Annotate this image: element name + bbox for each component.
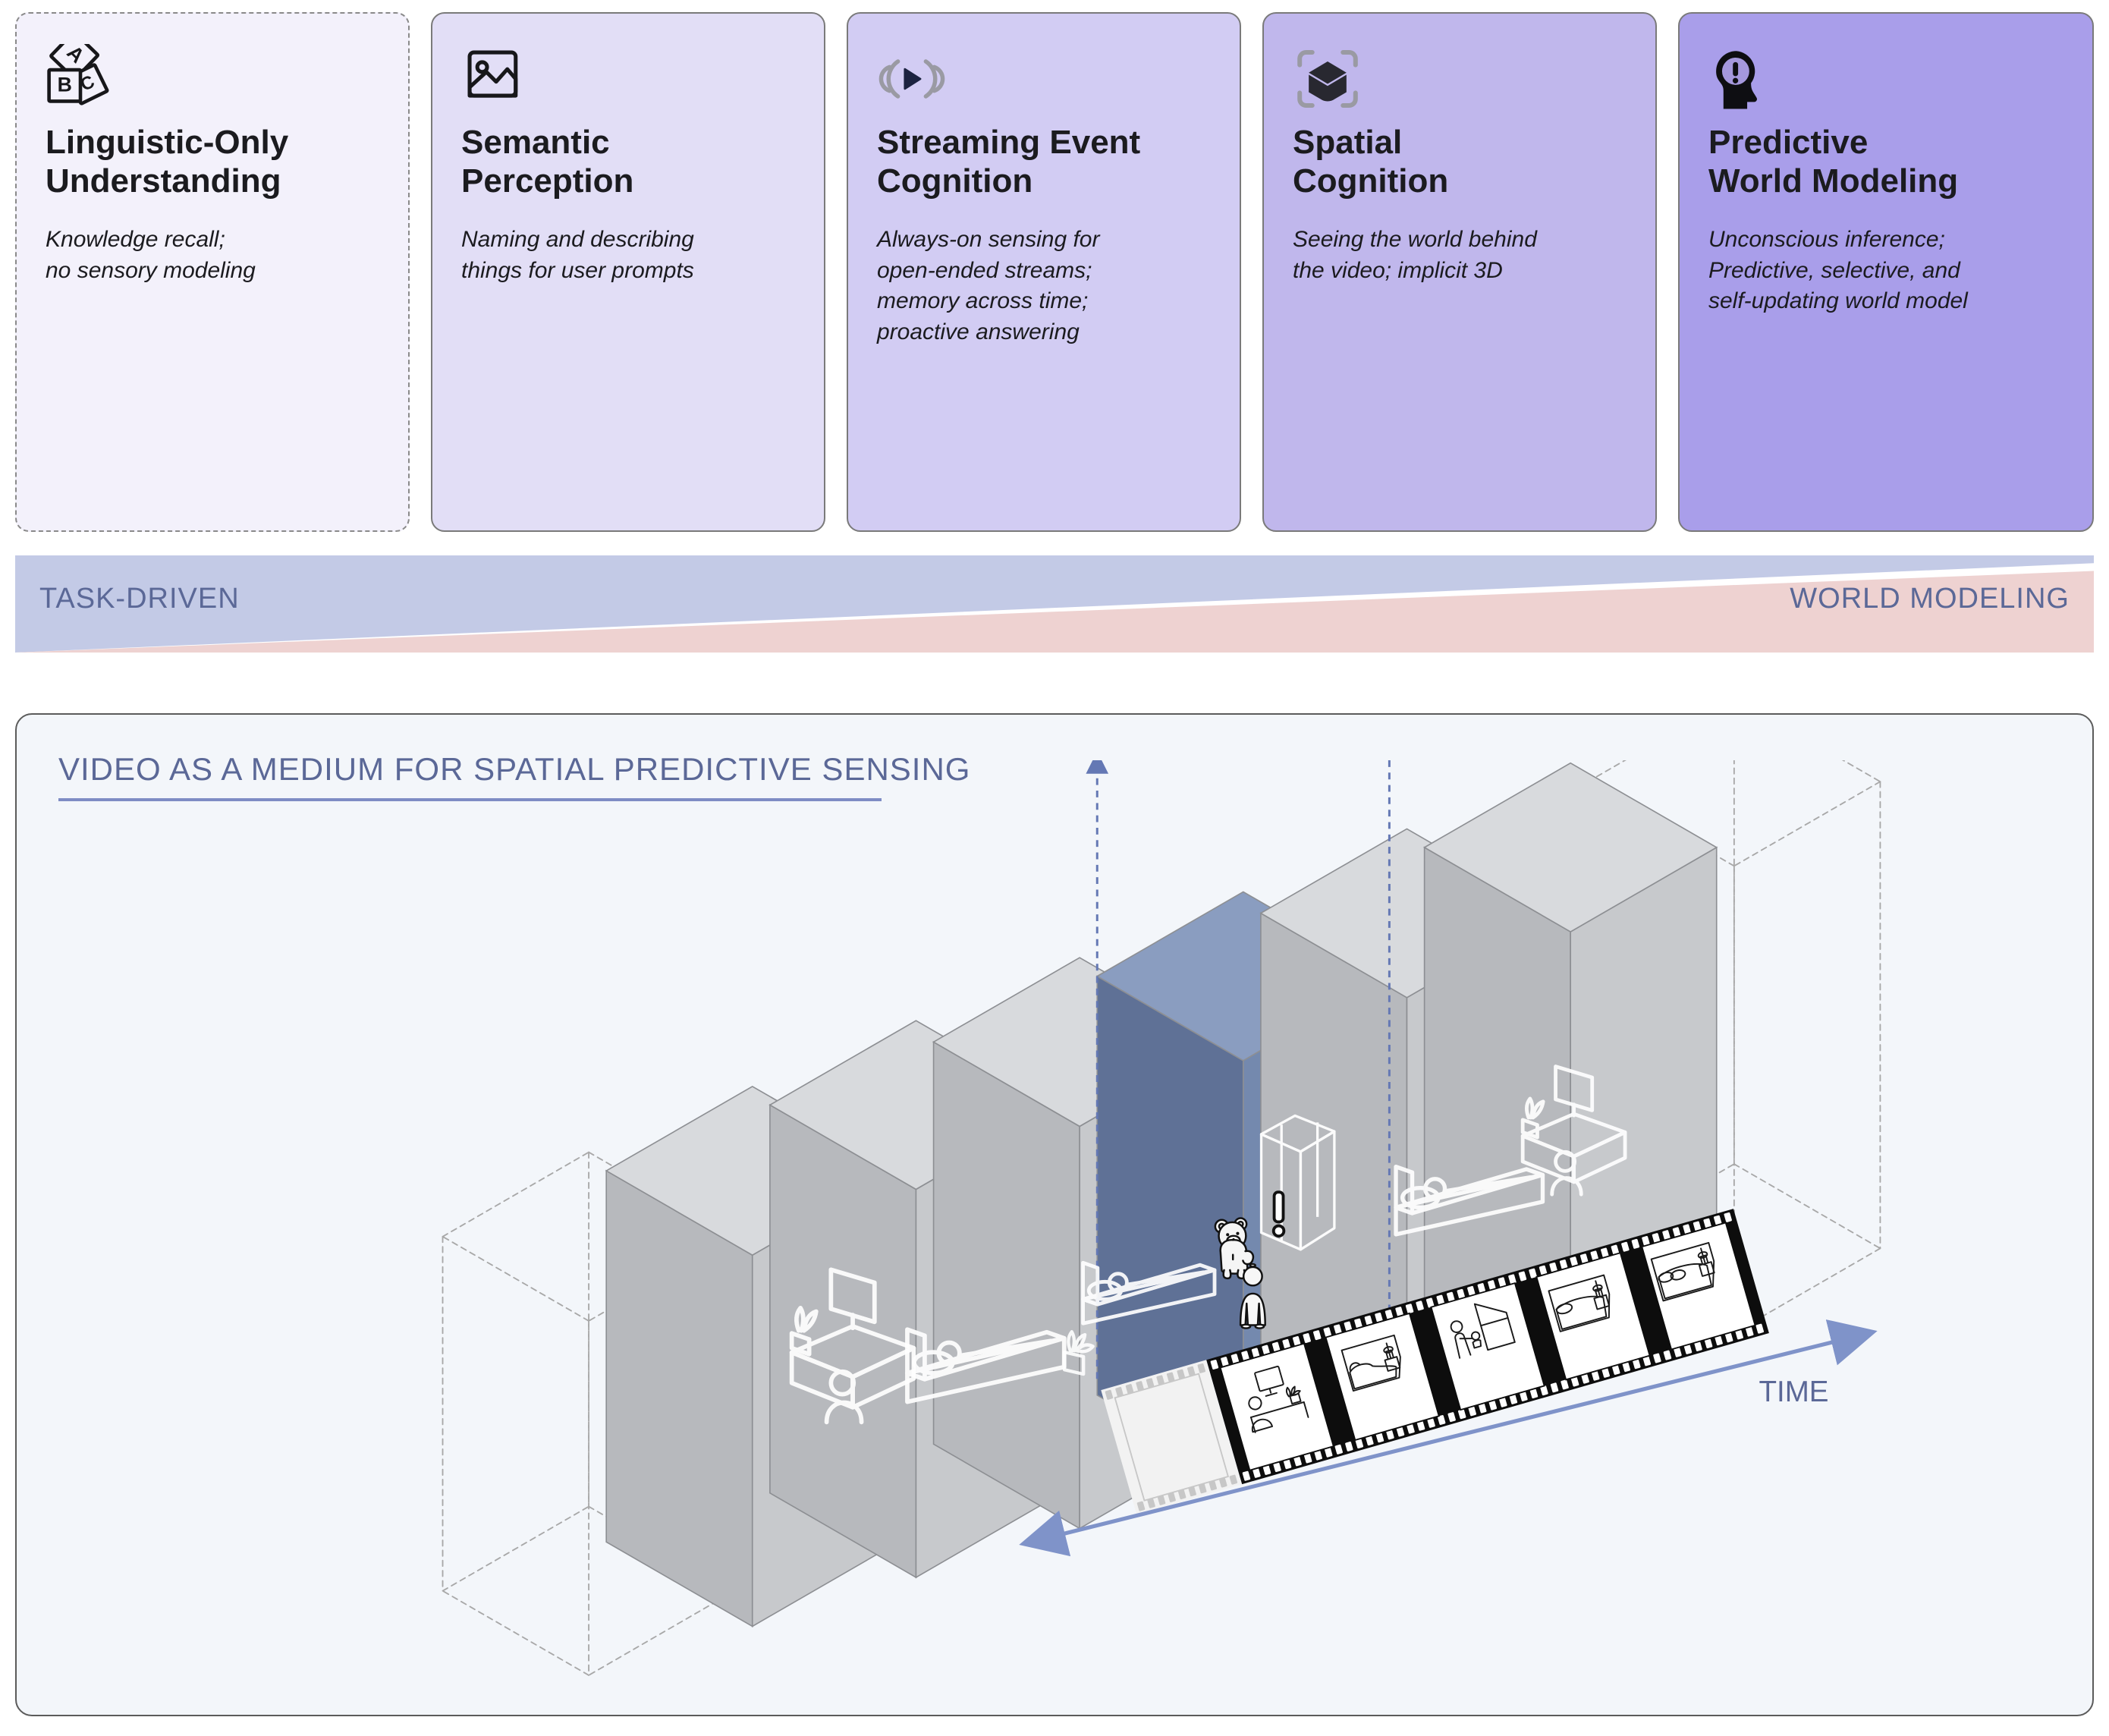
- svg-text:TIME: TIME: [1759, 1376, 1828, 1408]
- svg-text:B: B: [58, 74, 72, 96]
